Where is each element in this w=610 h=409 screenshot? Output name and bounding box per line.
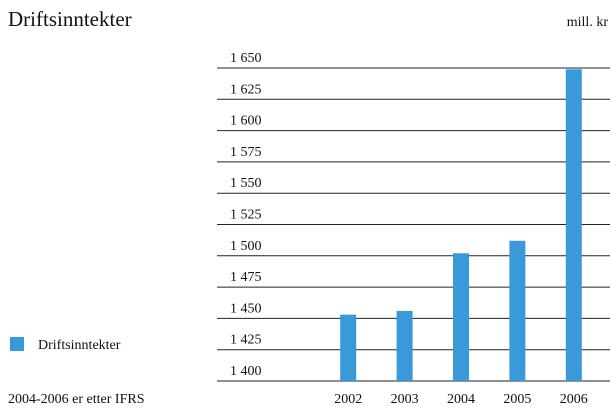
y-tick-label: 1 575 (230, 145, 262, 160)
legend-label: Driftsinntekter (38, 338, 121, 353)
x-tick-label: 2004 (447, 392, 475, 407)
y-tick-label: 1 475 (230, 270, 262, 285)
note: 2004-2006 er etter IFRS (8, 392, 144, 407)
x-tick-label: 2006 (560, 392, 588, 407)
bar (509, 240, 526, 381)
chart-title: Driftsinntekter (8, 7, 132, 31)
y-tick-label: 1 500 (230, 239, 262, 254)
y-tick-label: 1 400 (230, 364, 262, 379)
y-tick-label: 1 525 (230, 208, 262, 223)
y-tick-label: 1 425 (230, 333, 262, 348)
y-axis-unit: mill. kr (567, 15, 609, 30)
y-tick-label: 1 625 (230, 82, 262, 97)
x-tick-label: 2002 (334, 392, 362, 407)
x-tick-label: 2003 (391, 392, 419, 407)
bar (453, 253, 469, 381)
bar (396, 310, 413, 381)
y-tick-label: 1 450 (230, 301, 262, 316)
bar (340, 314, 357, 381)
bar (565, 69, 582, 381)
y-tick-label: 1 600 (230, 114, 262, 129)
legend-swatch (10, 337, 24, 351)
x-tick-label: 2005 (503, 392, 531, 407)
y-tick-label: 1 650 (230, 51, 262, 66)
y-tick-label: 1 550 (230, 176, 262, 191)
